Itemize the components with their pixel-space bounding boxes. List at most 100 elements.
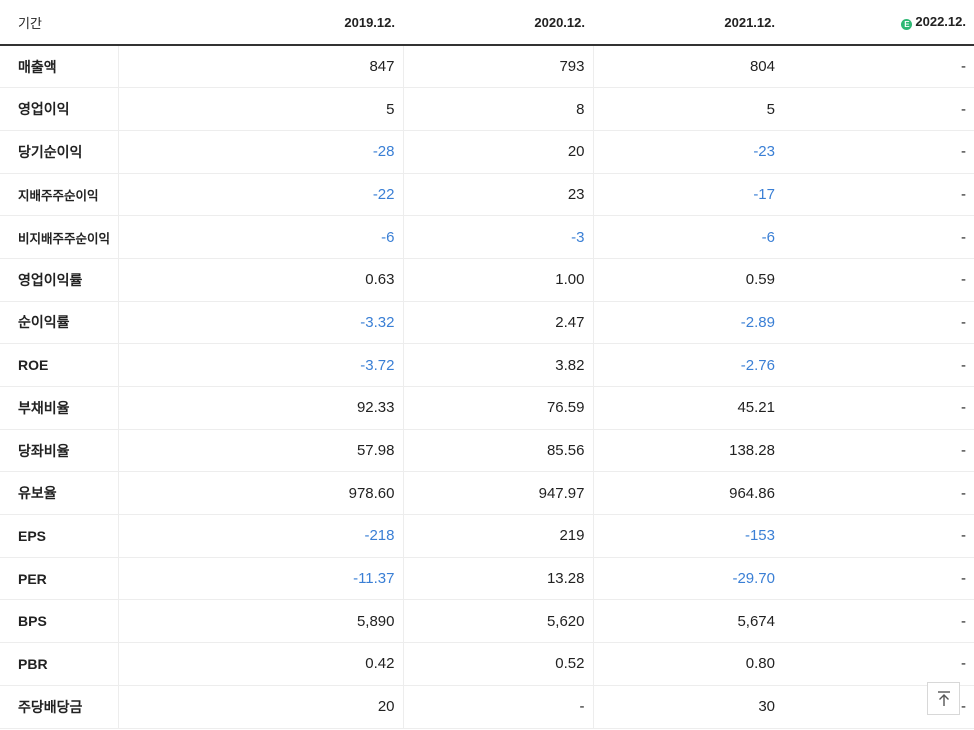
value-cell: 3.82: [402, 343, 593, 387]
value-cell: 5,620: [402, 599, 593, 644]
table-row: 당좌비율 57.98 85.56 138.28-: [0, 429, 974, 473]
value-cell: -: [783, 87, 974, 131]
row-label: 지배주주순이익: [0, 173, 118, 217]
row-label: 당좌비율: [0, 429, 118, 473]
value-cell: 5,674: [592, 599, 783, 644]
value-cell: 0.59: [592, 257, 783, 302]
value-cell: -: [783, 130, 974, 174]
table-header: 기간 2019.12. 2020.12. 2021.12. E 2022.12.: [0, 0, 974, 46]
row-label: 비지배주주순이익: [0, 215, 118, 259]
table-row: ROE -3.72 3.82 -2.76-: [0, 343, 974, 387]
value-cell: -: [402, 684, 593, 729]
value-cell: 5: [592, 87, 783, 131]
value-cell: -: [783, 642, 974, 686]
value-cell: -: [783, 599, 974, 644]
value-cell: -153: [592, 514, 783, 558]
value-cell: -6: [117, 215, 403, 259]
row-label: BPS: [0, 599, 118, 644]
arrow-up-to-top-icon: [937, 690, 950, 706]
value-cell: 30: [592, 684, 783, 729]
value-cell: -17: [592, 173, 783, 217]
table-row: EPS -218 219 -153-: [0, 514, 974, 558]
value-cell: 793: [402, 45, 593, 89]
table-row: 영업이익 5 8 5-: [0, 87, 974, 131]
value-cell: -3.72: [117, 343, 403, 387]
row-label: 매출액: [0, 45, 118, 89]
value-cell: 13.28: [402, 557, 593, 601]
row-label: PBR: [0, 642, 118, 686]
row-label: ROE: [0, 343, 118, 387]
value-cell: 978.60: [117, 471, 403, 516]
value-cell: -3: [402, 215, 593, 259]
value-cell: -11.37: [117, 557, 403, 601]
value-cell: -: [783, 45, 974, 89]
table-row: 매출액 847 793 804-: [0, 45, 974, 89]
value-cell: -: [783, 301, 974, 345]
value-cell: -2.76: [592, 343, 783, 387]
value-cell: -29.70: [592, 557, 783, 601]
table-row: 주당배당금 20-30-: [0, 684, 974, 729]
value-cell: 219: [402, 514, 593, 558]
value-cell: 8: [402, 87, 593, 131]
value-cell: -218: [117, 514, 403, 558]
year-header-2020: 2020.12.: [403, 0, 593, 46]
value-cell: 847: [117, 45, 403, 89]
table-row: PBR 0.42 0.52 0.80-: [0, 642, 974, 686]
value-cell: 45.21: [592, 386, 783, 430]
row-label: 영업이익률: [0, 257, 118, 302]
table-row: 영업이익률 0.63 1.00 0.59-: [0, 257, 974, 302]
value-cell: 804: [592, 45, 783, 89]
value-cell: -: [783, 215, 974, 259]
scroll-to-top-button[interactable]: [927, 682, 960, 715]
table-body: 매출액 847 793 804- 영업이익 5 8 5- 당기순이익 -28 20 -23- 지배주주순…: [0, 45, 974, 729]
year-header-2021: 2021.12.: [593, 0, 783, 46]
value-cell: -: [783, 514, 974, 558]
value-cell: -: [783, 429, 974, 473]
value-cell: 5: [117, 87, 403, 131]
table-row: PER -11.37 13.28 -29.70-: [0, 557, 974, 601]
table-row: BPS 5,890 5,620 5,674-: [0, 599, 974, 644]
value-cell: 0.63: [117, 257, 403, 302]
value-cell: 964.86: [592, 471, 783, 516]
row-label: 순이익률: [0, 301, 118, 345]
header-row: 기간 2019.12. 2020.12. 2021.12. E 2022.12.: [0, 0, 974, 46]
value-cell: 0.52: [402, 642, 593, 686]
value-cell: 1.00: [402, 257, 593, 302]
value-cell: -3.32: [117, 301, 403, 345]
table-row: 비지배주주순이익 -6 -3 -6-: [0, 215, 974, 259]
year-header-2019: 2019.12.: [118, 0, 403, 46]
estimate-icon: E: [901, 19, 913, 30]
table-row: 지배주주순이익 -22 23 -17-: [0, 173, 974, 217]
value-cell: -22: [117, 173, 403, 217]
value-cell: 5,890: [117, 599, 403, 644]
value-cell: 85.56: [402, 429, 593, 473]
year-header-2022-estimate: E 2022.12.: [783, 0, 974, 46]
row-label: 유보율: [0, 471, 118, 516]
value-cell: -: [783, 471, 974, 516]
value-cell: -: [783, 386, 974, 430]
value-cell: 92.33: [117, 386, 403, 430]
value-cell: -6: [592, 215, 783, 259]
row-label: 당기순이익: [0, 130, 118, 174]
value-cell: 2.47: [402, 301, 593, 345]
value-cell: 23: [402, 173, 593, 217]
value-cell: 0.80: [592, 642, 783, 686]
row-label: 부채비율: [0, 386, 118, 430]
row-label: 주당배당금: [0, 684, 118, 729]
value-cell: 0.42: [117, 642, 403, 686]
value-cell: 947.97: [402, 471, 593, 516]
value-cell: -: [783, 557, 974, 601]
value-cell: 20: [402, 130, 593, 174]
table-row: 당기순이익 -28 20 -23-: [0, 130, 974, 174]
year-header-2022-label: 2022.12.: [915, 14, 966, 29]
row-label: PER: [0, 557, 118, 601]
value-cell: -28: [117, 130, 403, 174]
value-cell: 57.98: [117, 429, 403, 473]
table-row: 유보율 978.60 947.97 964.86-: [0, 471, 974, 516]
row-label: 영업이익: [0, 87, 118, 131]
value-cell: -: [783, 173, 974, 217]
period-header: 기간: [0, 0, 118, 46]
table-row: 순이익률 -3.32 2.47 -2.89-: [0, 301, 974, 345]
table-row: 부채비율 92.33 76.59 45.21-: [0, 386, 974, 430]
